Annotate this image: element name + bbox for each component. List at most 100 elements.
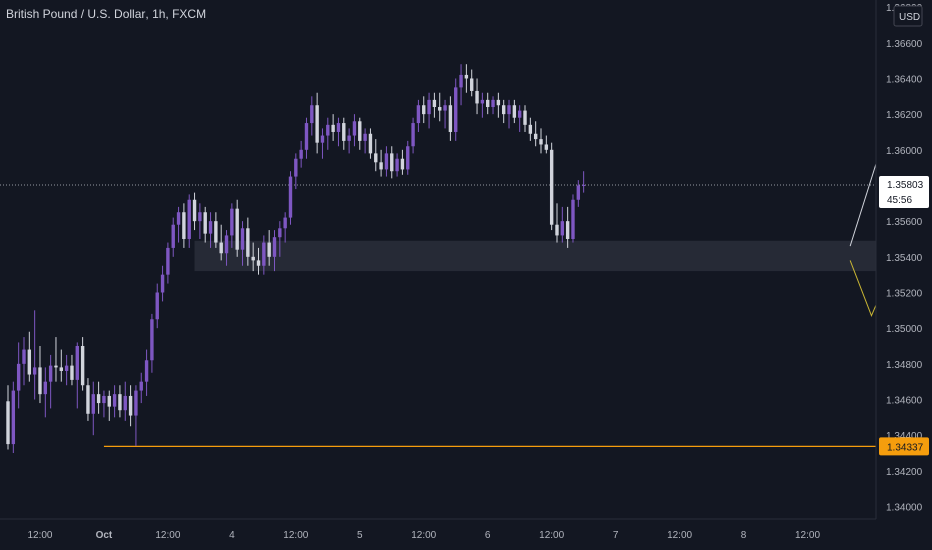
candle[interactable] bbox=[496, 92, 501, 118]
candle[interactable] bbox=[27, 331, 32, 382]
candle[interactable] bbox=[32, 310, 37, 400]
candle[interactable] bbox=[91, 381, 95, 436]
candle[interactable] bbox=[43, 367, 48, 418]
candle[interactable] bbox=[464, 64, 469, 93]
candle[interactable] bbox=[288, 171, 293, 225]
candle[interactable] bbox=[22, 337, 26, 386]
candle[interactable] bbox=[315, 92, 319, 154]
candle[interactable] bbox=[251, 242, 255, 272]
candle[interactable] bbox=[208, 212, 213, 248]
candle[interactable] bbox=[272, 230, 277, 272]
candle[interactable] bbox=[454, 78, 458, 141]
candle[interactable] bbox=[144, 349, 149, 396]
candle[interactable] bbox=[533, 121, 538, 147]
candle[interactable] bbox=[278, 221, 282, 257]
candle[interactable] bbox=[16, 342, 21, 409]
candle[interactable] bbox=[112, 385, 117, 418]
candle[interactable] bbox=[107, 390, 111, 421]
candle[interactable] bbox=[491, 96, 495, 115]
candle[interactable] bbox=[411, 117, 415, 154]
candle[interactable] bbox=[267, 230, 271, 266]
candle[interactable] bbox=[192, 192, 197, 231]
candle[interactable] bbox=[320, 128, 325, 159]
candle[interactable] bbox=[262, 235, 266, 275]
candle[interactable] bbox=[256, 247, 261, 275]
candle[interactable] bbox=[219, 224, 223, 261]
candle[interactable] bbox=[224, 230, 229, 266]
candle[interactable] bbox=[358, 117, 362, 150]
candle[interactable] bbox=[118, 385, 122, 418]
candle[interactable] bbox=[166, 242, 170, 284]
candle[interactable] bbox=[336, 117, 341, 147]
candle[interactable] bbox=[390, 146, 394, 179]
candle[interactable] bbox=[123, 381, 127, 421]
candle[interactable] bbox=[565, 206, 570, 248]
candle[interactable] bbox=[155, 283, 159, 329]
candle[interactable] bbox=[576, 180, 581, 207]
candle[interactable] bbox=[342, 117, 346, 150]
candle[interactable] bbox=[422, 96, 426, 124]
candle[interactable] bbox=[448, 96, 453, 141]
candle[interactable] bbox=[198, 203, 202, 239]
candle[interactable] bbox=[304, 117, 309, 159]
candle[interactable] bbox=[86, 378, 90, 421]
candle[interactable] bbox=[395, 153, 399, 177]
price-axis[interactable] bbox=[876, 0, 932, 550]
candle[interactable] bbox=[54, 337, 58, 382]
candle[interactable] bbox=[523, 105, 527, 132]
candle[interactable] bbox=[438, 92, 442, 122]
timeframe-label[interactable]: 1h bbox=[152, 7, 166, 21]
candle[interactable] bbox=[555, 203, 559, 243]
candle[interactable] bbox=[400, 149, 405, 175]
candle[interactable] bbox=[283, 212, 287, 243]
candle[interactable] bbox=[427, 92, 431, 129]
candle[interactable] bbox=[486, 92, 490, 115]
candle[interactable] bbox=[549, 142, 554, 231]
candle[interactable] bbox=[128, 385, 133, 427]
candle[interactable] bbox=[581, 171, 586, 193]
candle[interactable] bbox=[59, 349, 63, 382]
candle[interactable] bbox=[507, 99, 511, 129]
candle[interactable] bbox=[368, 128, 373, 159]
candle[interactable] bbox=[470, 69, 474, 97]
candle[interactable] bbox=[6, 385, 10, 450]
candle[interactable] bbox=[240, 221, 245, 266]
candle[interactable] bbox=[235, 199, 239, 257]
candle[interactable] bbox=[475, 78, 479, 115]
candle[interactable] bbox=[331, 114, 335, 141]
candle[interactable] bbox=[560, 206, 565, 243]
candle[interactable] bbox=[539, 128, 543, 154]
candle[interactable] bbox=[432, 92, 437, 118]
candle[interactable] bbox=[139, 372, 143, 404]
candle[interactable] bbox=[96, 381, 101, 414]
candle[interactable] bbox=[80, 337, 85, 391]
candle[interactable] bbox=[203, 206, 207, 243]
candle[interactable] bbox=[171, 217, 175, 257]
time-axis[interactable] bbox=[0, 519, 876, 550]
candle[interactable] bbox=[150, 313, 154, 373]
candle[interactable] bbox=[501, 99, 506, 124]
candle[interactable] bbox=[310, 96, 314, 136]
support-zone[interactable] bbox=[194, 240, 932, 272]
symbol-name[interactable]: British Pound / U.S. Dollar bbox=[6, 7, 146, 21]
candle[interactable] bbox=[38, 346, 42, 404]
candle[interactable] bbox=[374, 139, 378, 172]
candle[interactable] bbox=[326, 117, 330, 150]
candle[interactable] bbox=[480, 92, 485, 118]
candle[interactable] bbox=[517, 105, 522, 132]
candle[interactable] bbox=[64, 354, 69, 386]
candle[interactable] bbox=[182, 203, 186, 248]
candle[interactable] bbox=[406, 140, 410, 175]
candle[interactable] bbox=[246, 217, 250, 266]
candle[interactable] bbox=[363, 128, 367, 154]
candle[interactable] bbox=[160, 265, 165, 302]
candle[interactable] bbox=[379, 149, 383, 177]
candle[interactable] bbox=[352, 114, 357, 147]
candle[interactable] bbox=[528, 117, 533, 141]
candle[interactable] bbox=[134, 385, 138, 446]
candle[interactable] bbox=[75, 342, 79, 409]
candle[interactable] bbox=[102, 390, 106, 418]
candle[interactable] bbox=[70, 354, 74, 386]
candle[interactable] bbox=[443, 99, 447, 129]
